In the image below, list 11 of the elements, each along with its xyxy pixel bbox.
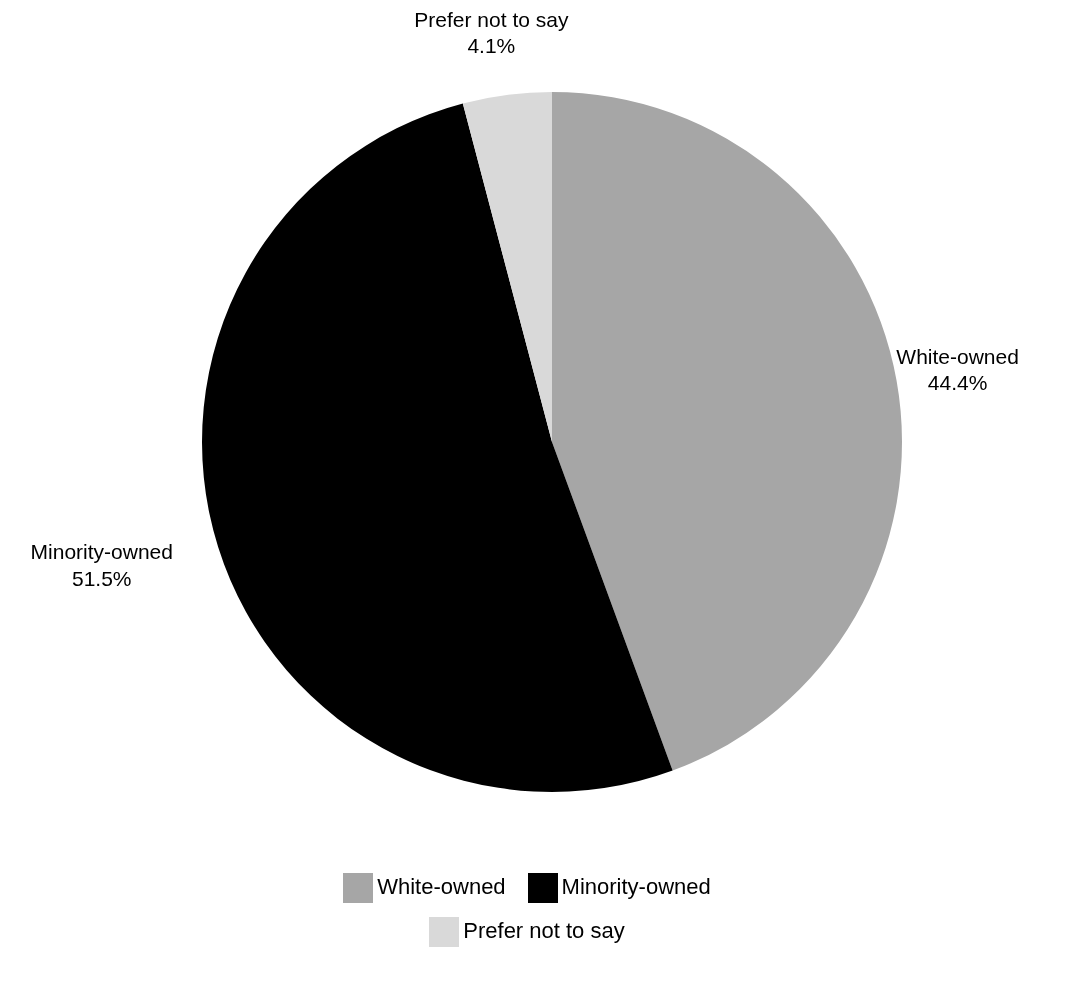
pie-slice <box>202 103 673 792</box>
data-label: 4.1% <box>467 34 516 58</box>
legend-label: White-owned <box>377 874 506 899</box>
legend-label: Prefer not to say <box>463 918 625 943</box>
data-label: 51.5% <box>71 566 132 590</box>
pie-slice <box>462 92 552 442</box>
slice-label: Minority-owned <box>30 540 173 564</box>
data-label: 44.4% <box>927 370 988 394</box>
slice-label: White-owned <box>896 344 1019 368</box>
legend-label: Minority-owned <box>561 874 711 899</box>
slice-label: Prefer not to say <box>414 8 569 32</box>
